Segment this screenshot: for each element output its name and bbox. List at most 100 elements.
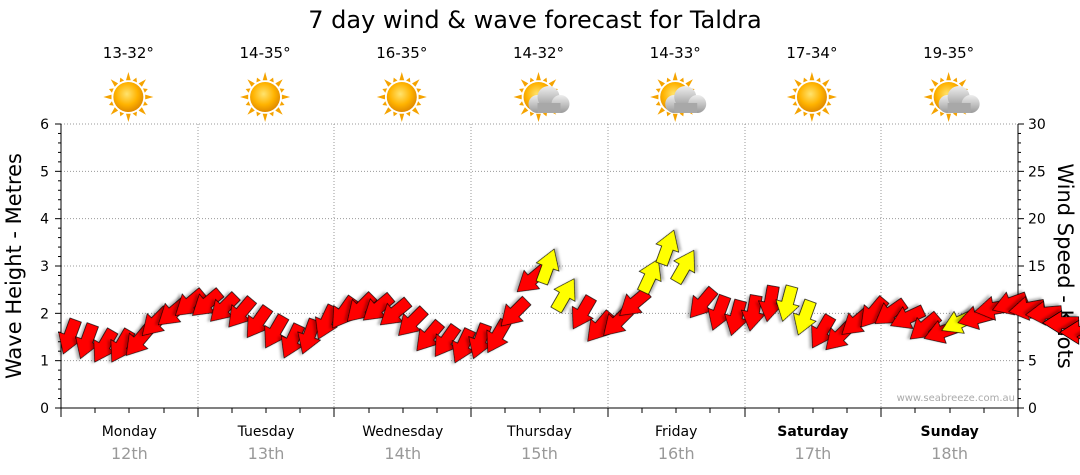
sun-ray xyxy=(256,77,261,83)
sun-ray xyxy=(240,94,249,100)
sun-ray xyxy=(666,111,671,117)
sun-ray xyxy=(657,107,665,115)
sun-disc xyxy=(386,82,417,112)
sun-ray xyxy=(952,77,958,83)
sun-ray xyxy=(412,79,420,87)
day-name-sunday: Sunday xyxy=(921,424,979,440)
wind-arrow xyxy=(535,248,560,286)
sun-ray xyxy=(132,77,137,83)
sun-ray xyxy=(809,113,815,122)
y-right-tick-label: 5 xyxy=(1028,354,1037,370)
sun-ray xyxy=(143,101,148,106)
sun-ray xyxy=(809,72,815,81)
day-name-tuesday: Tuesday xyxy=(237,424,295,440)
day-date: 16th xyxy=(658,444,695,463)
sun-ray xyxy=(384,79,392,87)
sun-ray xyxy=(412,107,420,115)
sun-ray xyxy=(416,88,422,93)
wind-arrow xyxy=(1076,334,1080,340)
temperature-range: 16-35° xyxy=(376,44,427,62)
y-left-tick-label: 1 xyxy=(40,354,49,370)
sun-ray xyxy=(946,113,951,122)
sun-ray xyxy=(269,77,274,83)
day-date: 13th xyxy=(248,444,285,463)
sun-ray xyxy=(940,111,945,117)
cloud-base xyxy=(674,103,698,113)
day-date: 17th xyxy=(795,444,832,463)
day-name-monday: Monday xyxy=(102,424,157,440)
sun-ray xyxy=(803,111,808,117)
sun-ray xyxy=(132,111,137,117)
sun-icon xyxy=(240,72,291,122)
sun-ray xyxy=(256,111,261,117)
sun-ray xyxy=(275,107,283,115)
sun-ray xyxy=(138,79,146,87)
sun-ray xyxy=(958,79,967,87)
sun-ray xyxy=(416,101,422,106)
sun-ray xyxy=(382,88,388,93)
sun-ray xyxy=(657,79,665,87)
sun-ray xyxy=(393,77,398,83)
sun-ray xyxy=(513,94,522,100)
sun-disc xyxy=(796,82,827,112)
wind-arrow xyxy=(637,258,662,295)
wind-arrow xyxy=(571,294,597,330)
sun-disc xyxy=(113,82,144,112)
sun-ray xyxy=(792,101,798,106)
wind-arrow xyxy=(792,298,817,336)
sun-ray xyxy=(520,79,529,87)
sun-ray xyxy=(382,101,388,106)
temperature-range: 14-33° xyxy=(650,44,701,62)
sun-ray xyxy=(828,94,837,100)
sun-ray xyxy=(119,111,125,117)
wind-arrow xyxy=(1059,319,1080,345)
sun-cloud-icon xyxy=(923,72,980,122)
sun-ray xyxy=(946,72,951,81)
sun-ray xyxy=(393,111,398,117)
wind-arrow xyxy=(889,304,927,329)
sun-ray xyxy=(655,101,661,106)
sun-ray xyxy=(786,94,796,100)
sun-rays xyxy=(103,72,154,122)
sun-ray xyxy=(816,111,821,117)
sun-ray xyxy=(822,79,830,87)
wind-arrow xyxy=(297,317,322,355)
sun-ray xyxy=(245,101,251,106)
temperature-range: 13-32° xyxy=(103,44,154,62)
wind-arrow xyxy=(500,295,532,327)
day-date: 15th xyxy=(521,444,558,463)
y-left-tick-label: 3 xyxy=(40,259,49,275)
sun-ray xyxy=(923,94,932,100)
sun-ray xyxy=(519,101,524,106)
temperature-range: 19-35° xyxy=(923,44,974,62)
sun-ray xyxy=(520,107,529,115)
sun-ray xyxy=(406,111,411,117)
sun-icon xyxy=(786,72,837,122)
sun-ray xyxy=(109,88,114,93)
day-name-thursday: Thursday xyxy=(506,424,572,440)
cloud-base xyxy=(947,103,971,113)
sun-ray xyxy=(281,94,291,100)
sun-ray xyxy=(119,77,125,83)
sun-rays xyxy=(376,72,427,122)
sun-rays xyxy=(786,72,837,122)
y-left-tick-label: 6 xyxy=(40,117,49,133)
sun-ray xyxy=(929,101,934,106)
day-date: 14th xyxy=(384,444,421,463)
wind-arrow xyxy=(550,278,576,314)
sun-ray xyxy=(245,88,251,93)
cloud-shape xyxy=(938,86,980,113)
sun-ray xyxy=(384,107,392,115)
sun-ray xyxy=(126,72,131,81)
sun-ray xyxy=(143,88,148,93)
sun-ray xyxy=(929,88,934,93)
sun-ray xyxy=(406,77,411,83)
sun-cloud-icon xyxy=(513,72,570,122)
wind-arrow xyxy=(670,249,696,286)
sun-ray xyxy=(536,72,541,81)
sun-ray xyxy=(529,77,535,83)
y-axis-left-label: Wave Height - Metres xyxy=(2,153,26,379)
sun-ray xyxy=(376,94,385,100)
sun-ray xyxy=(672,72,678,81)
